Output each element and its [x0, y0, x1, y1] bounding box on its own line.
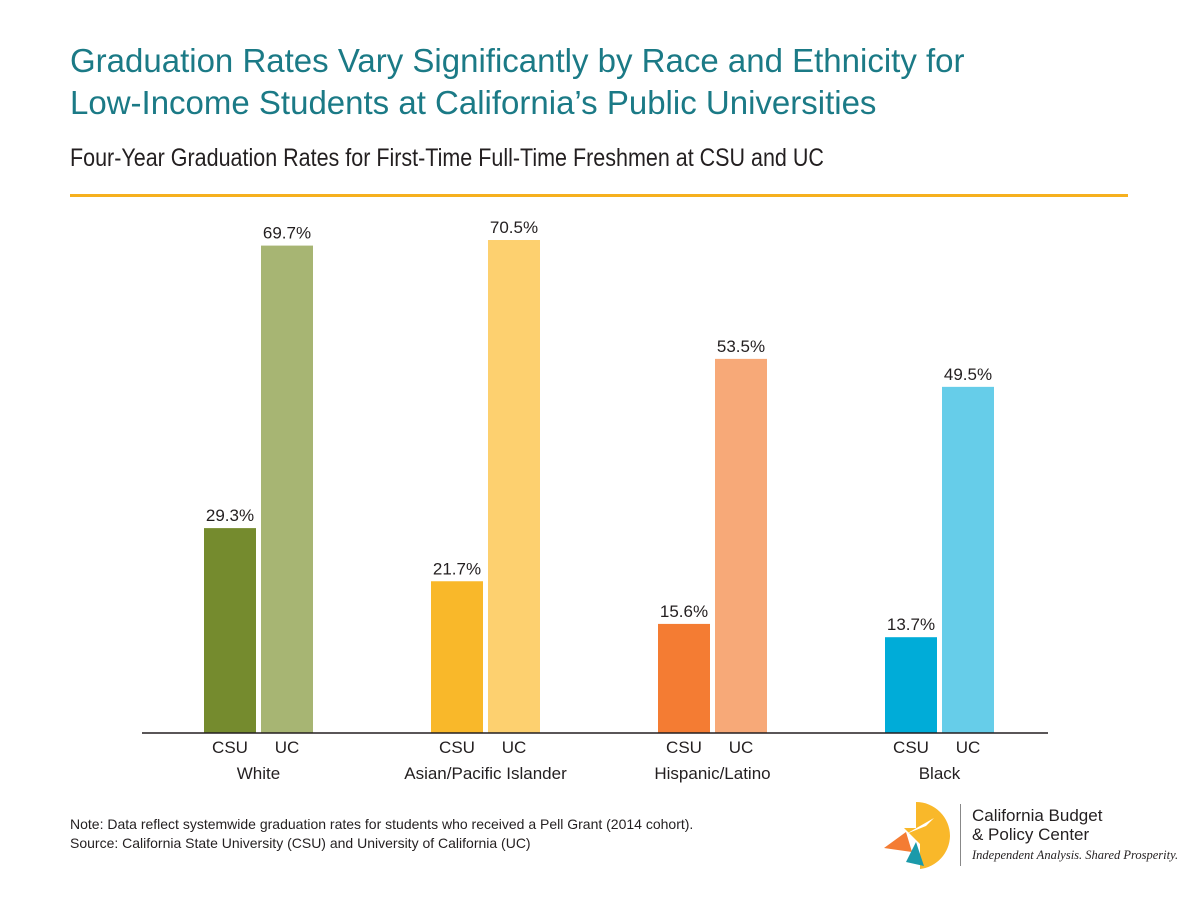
data-label-csu-2: 15.6% [660, 602, 708, 621]
organization-tagline: Independent Analysis. Shared Prosperity. [972, 848, 1179, 862]
data-label-csu-1: 21.7% [433, 559, 481, 578]
sub-label-csu-0: CSU [212, 738, 248, 757]
sub-label-csu-2: CSU [666, 738, 702, 757]
cbpc-logo-mark-icon [884, 802, 950, 869]
bar-csu-3 [885, 637, 937, 733]
sub-label-uc-0: UC [275, 738, 300, 757]
bar-uc-3 [942, 386, 994, 733]
bar-uc-0 [261, 245, 313, 733]
category-label-2: Hispanic/Latino [654, 764, 770, 783]
data-label-uc-3: 49.5% [944, 365, 992, 384]
organization-name-line-2: & Policy Center [972, 825, 1090, 844]
data-label-uc-1: 70.5% [490, 218, 538, 237]
bar-csu-2 [658, 623, 710, 733]
category-label-1: Asian/Pacific Islander [404, 764, 567, 783]
organization-logo: California Budget & Policy Center Indepe… [876, 796, 1179, 876]
title-divider [70, 194, 1128, 197]
sub-label-csu-1: CSU [439, 738, 475, 757]
chart-subtitle: Four-Year Graduation Rates for First-Tim… [70, 144, 824, 172]
note-text: Note: Data reflect systemwide graduation… [70, 816, 694, 832]
category-label-3: Black [919, 764, 961, 783]
bar-uc-1 [488, 240, 540, 733]
title-line-2: Low-Income Students at California’s Publ… [70, 84, 877, 121]
data-label-csu-0: 29.3% [206, 506, 254, 525]
organization-name: California Budget & Policy Center [972, 806, 1102, 844]
bar-chart: 29.3% CSU 69.7% UC White 21.7% CSU 70.5% UC Asian… [142, 218, 1048, 783]
bar-csu-1 [431, 581, 483, 733]
source-text: Source: California State University (CSU… [70, 835, 531, 851]
sub-label-uc-1: UC [502, 738, 527, 757]
sub-label-uc-3: UC [956, 738, 981, 757]
title-line-1: Graduation Rates Vary Significantly by R… [70, 42, 965, 79]
data-label-uc-2: 53.5% [717, 337, 765, 356]
bar-csu-0 [204, 528, 256, 733]
data-label-uc-0: 69.7% [263, 224, 311, 243]
chart-notes: Note: Data reflect systemwide graduation… [70, 815, 693, 853]
sub-label-uc-2: UC [729, 738, 754, 757]
data-label-csu-3: 13.7% [887, 615, 935, 634]
logo-divider [960, 804, 961, 866]
organization-name-line-1: California Budget [972, 806, 1103, 825]
sub-label-csu-3: CSU [893, 738, 929, 757]
category-label-0: White [237, 764, 280, 783]
bar-uc-2 [715, 358, 767, 733]
chart-title: Graduation Rates Vary Significantly by R… [70, 40, 1150, 124]
